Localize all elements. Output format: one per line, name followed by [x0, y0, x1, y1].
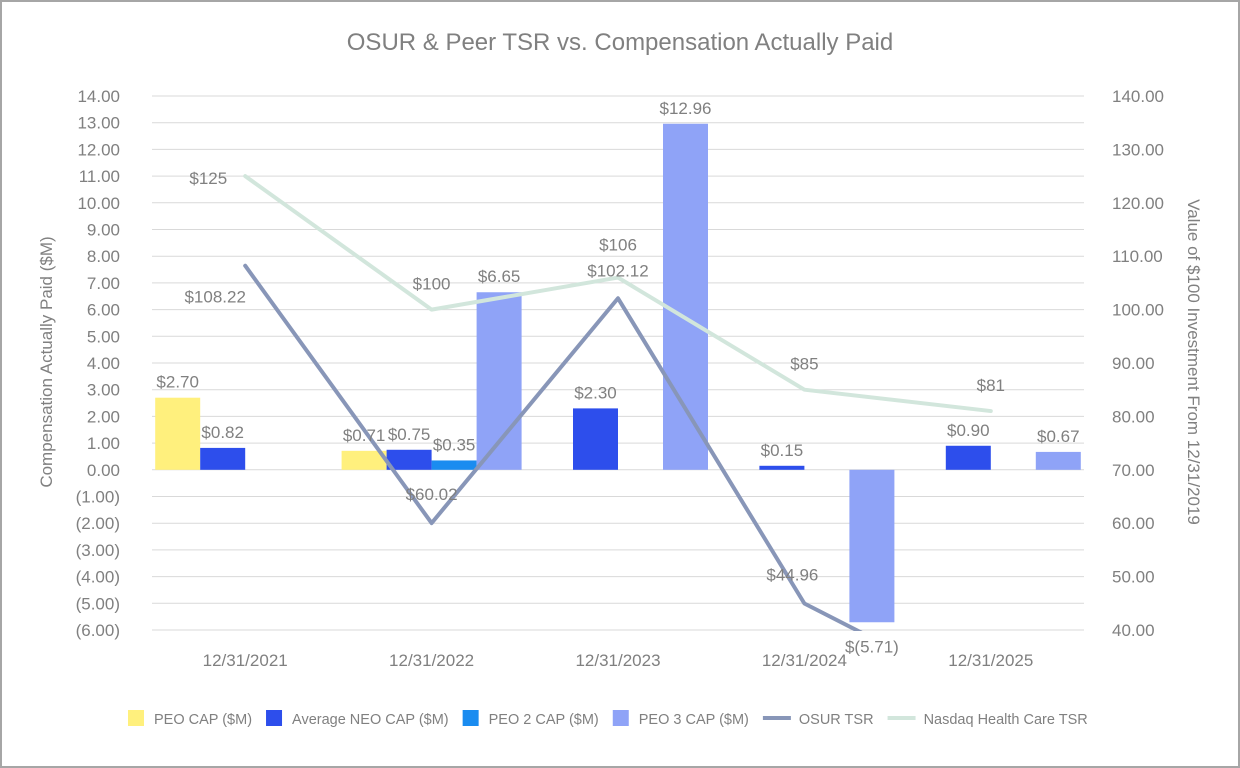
legend-label: Average NEO CAP ($M) — [292, 712, 449, 728]
bar — [200, 447, 246, 470]
y-tick-label: (6.00) — [76, 621, 120, 640]
bar-data-label: $6.65 — [478, 267, 521, 286]
legend-swatch — [128, 710, 144, 726]
line-data-label: $102.12 — [587, 261, 648, 280]
y2-tick-label: 60.00 — [1112, 514, 1155, 533]
x-tick-label: 12/31/2024 — [762, 651, 847, 670]
line-data-label: $85 — [790, 355, 818, 374]
y-tick-label: 12.00 — [77, 140, 120, 159]
y2-axis-title: Value of $100 Investment From 12/31/2019 — [1184, 199, 1203, 525]
y-tick-label: 10.00 — [77, 194, 120, 213]
legend-swatch — [462, 710, 479, 726]
axes-group: (6.00) (5.00) (4.00) (3.00) (2.00) (1.00) 0.00… — [76, 87, 1164, 670]
bar — [1035, 451, 1081, 470]
bar-data-label: $0.82 — [201, 423, 244, 442]
data-labels-group: $2.70 $0.71 $0.82 $0.75 $2.30 $0.15 $0.90 $0.35… — [156, 99, 1079, 656]
y2-tick-label: 140.00 — [1112, 87, 1164, 106]
y-tick-label: 7.00 — [87, 274, 120, 293]
y-tick-label: (5.00) — [76, 594, 120, 613]
y-tick-label: 14.00 — [77, 87, 120, 106]
y-tick-label: 11.00 — [79, 167, 120, 186]
bar — [431, 460, 477, 470]
line-data-label: $100 — [413, 275, 451, 294]
legend: PEO CAP ($M) Average NEO CAP ($M) PEO 2 CA… — [128, 710, 1088, 728]
legend-label: PEO 3 CAP ($M) — [639, 712, 749, 728]
line-data-label: $108.22 — [184, 288, 245, 307]
line-series-group — [243, 174, 993, 631]
legend-swatch — [266, 710, 283, 726]
legend-label: PEO CAP ($M) — [154, 712, 252, 728]
y2-tick-label: 80.00 — [1112, 407, 1155, 426]
y-tick-label: (1.00) — [76, 488, 120, 507]
gridlines — [152, 95, 1084, 631]
bar — [849, 469, 895, 623]
bar — [155, 397, 201, 470]
legend-label: Nasdaq Health Care TSR — [924, 712, 1088, 728]
bar — [945, 445, 991, 470]
y2-tick-label: 130.00 — [1112, 140, 1164, 159]
x-tick-label: 12/31/2022 — [389, 651, 474, 670]
bar — [573, 408, 618, 470]
y-tick-label: 2.00 — [87, 407, 120, 426]
bar-data-label: $0.75 — [388, 425, 431, 444]
y2-tick-label: 100.00 — [1112, 301, 1164, 320]
bar-data-label: $0.90 — [947, 421, 990, 440]
y2-tick-label: 110.00 — [1112, 247, 1163, 266]
y-axis-title: Compensation Actually Paid ($M) — [37, 236, 56, 487]
legend-label: PEO 2 CAP ($M) — [489, 712, 599, 728]
bar-data-label: $0.35 — [433, 435, 476, 454]
y-tick-label: 6.00 — [87, 301, 120, 320]
y2-tick-label: 90.00 — [1112, 354, 1155, 373]
bar — [341, 450, 387, 470]
y2-tick-label: 70.00 — [1112, 461, 1155, 480]
bar-data-label: $0.67 — [1037, 427, 1080, 446]
x-tick-label: 12/31/2025 — [948, 651, 1033, 670]
bar — [663, 123, 708, 470]
y-tick-label: 1.00 — [87, 434, 120, 453]
legend-swatch — [612, 710, 629, 726]
line-data-label: $60.02 — [406, 485, 458, 504]
bar-series-group — [155, 123, 1081, 623]
bar-data-label: $0.15 — [761, 441, 804, 460]
y-tick-label: (2.00) — [76, 514, 120, 533]
y2-tick-label: 50.00 — [1112, 568, 1155, 587]
bar-data-label: $(5.71) — [845, 637, 899, 656]
line-data-label: $125 — [189, 169, 227, 188]
y-tick-label: 13.00 — [77, 114, 120, 133]
bar-data-label: $2.70 — [156, 373, 199, 392]
y-tick-label: 0.00 — [87, 461, 120, 480]
bar-data-label: $12.96 — [660, 99, 712, 118]
line-data-label: $44.96 — [766, 566, 818, 585]
series-line — [243, 263, 863, 631]
bar — [759, 465, 805, 470]
legend-label: OSUR TSR — [799, 712, 874, 728]
bar-data-label: $0.71 — [343, 426, 386, 445]
x-tick-label: 12/31/2021 — [203, 651, 288, 670]
line-data-label: $81 — [977, 376, 1005, 395]
y-tick-label: 8.00 — [87, 247, 120, 266]
x-tick-label: 12/31/2023 — [575, 651, 660, 670]
y-tick-label: 3.00 — [87, 381, 120, 400]
chart-title: OSUR & Peer TSR vs. Compensation Actuall… — [347, 29, 893, 56]
y-tick-label: 9.00 — [87, 221, 120, 240]
bar — [386, 449, 432, 470]
y-tick-label: 4.00 — [87, 354, 120, 373]
series-line — [243, 174, 993, 414]
y-tick-label: (4.00) — [76, 568, 120, 587]
y2-tick-label: 40.00 — [1112, 621, 1155, 640]
bar-data-label: $2.30 — [574, 383, 617, 402]
y2-tick-label: 120.00 — [1112, 194, 1164, 213]
y-tick-label: 5.00 — [87, 327, 120, 346]
line-data-label: $106 — [599, 236, 637, 255]
y-tick-label: (3.00) — [76, 541, 120, 560]
